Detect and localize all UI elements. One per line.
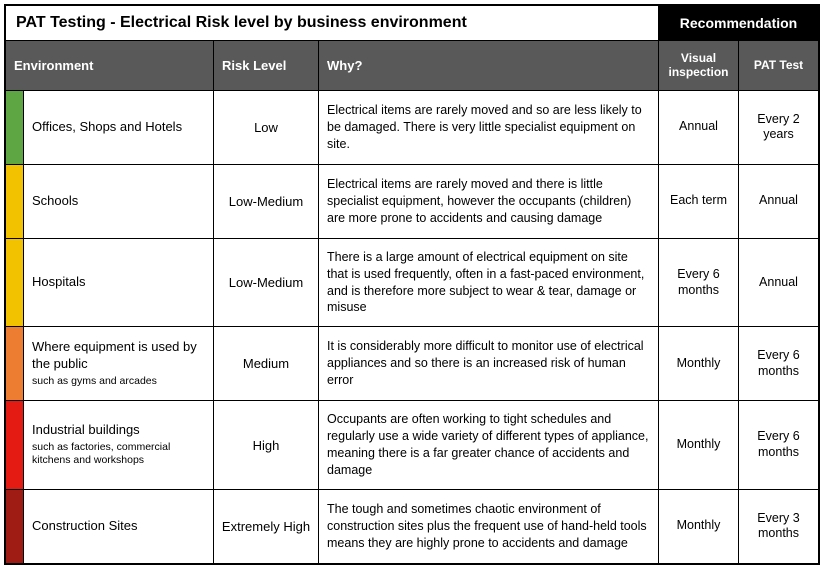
cell-why: There is a large amount of electrical eq… xyxy=(319,238,659,327)
cell-risk-level: Low-Medium xyxy=(214,164,319,238)
cell-visual-inspection: Each term xyxy=(659,164,739,238)
column-header-row: Environment Risk Level Why? Visual inspe… xyxy=(6,41,819,91)
cell-why: It is considerably more difficult to mon… xyxy=(319,327,659,401)
cell-pat-test: Annual xyxy=(739,164,819,238)
risk-color-strip xyxy=(6,238,24,327)
risk-color-strip xyxy=(6,164,24,238)
environment-label: Construction Sites xyxy=(32,518,138,533)
cell-pat-test: Every 3 months xyxy=(739,489,819,563)
cell-risk-level: Extremely High xyxy=(214,489,319,563)
cell-risk-level: Low-Medium xyxy=(214,238,319,327)
table-container: PAT Testing - Electrical Risk level by b… xyxy=(4,4,820,565)
col-pat-test: PAT Test xyxy=(739,41,819,91)
cell-environment: Industrial buildings such as factories, c… xyxy=(24,401,214,490)
cell-pat-test: Every 2 years xyxy=(739,90,819,164)
cell-why: Occupants are often working to tight sch… xyxy=(319,401,659,490)
col-environment: Environment xyxy=(6,41,214,91)
table-row: Where equipment is used by the public suc… xyxy=(6,327,819,401)
table-row: Industrial buildings such as factories, c… xyxy=(6,401,819,490)
col-risk-level: Risk Level xyxy=(214,41,319,91)
cell-visual-inspection: Monthly xyxy=(659,401,739,490)
cell-environment: Construction Sites xyxy=(24,489,214,563)
col-visual-inspection: Visual inspection xyxy=(659,41,739,91)
recommendation-header: Recommendation xyxy=(659,6,819,41)
environment-label: Offices, Shops and Hotels xyxy=(32,119,182,134)
title-row: PAT Testing - Electrical Risk level by b… xyxy=(6,6,819,41)
cell-risk-level: Medium xyxy=(214,327,319,401)
risk-color-strip xyxy=(6,489,24,563)
cell-why: Electrical items are rarely moved and so… xyxy=(319,90,659,164)
cell-why: Electrical items are rarely moved and th… xyxy=(319,164,659,238)
risk-color-strip xyxy=(6,327,24,401)
cell-risk-level: High xyxy=(214,401,319,490)
cell-visual-inspection: Annual xyxy=(659,90,739,164)
risk-table: PAT Testing - Electrical Risk level by b… xyxy=(5,5,819,564)
cell-environment: Offices, Shops and Hotels xyxy=(24,90,214,164)
risk-color-strip xyxy=(6,90,24,164)
cell-environment: Schools xyxy=(24,164,214,238)
risk-color-strip xyxy=(6,401,24,490)
cell-pat-test: Annual xyxy=(739,238,819,327)
environment-label: Schools xyxy=(32,193,78,208)
environment-sublabel: such as gyms and arcades xyxy=(32,375,205,389)
environment-label: Industrial buildings xyxy=(32,422,140,437)
cell-environment: Hospitals xyxy=(24,238,214,327)
page-title: PAT Testing - Electrical Risk level by b… xyxy=(6,6,659,41)
environment-sublabel: such as factories, commercial kitchens a… xyxy=(32,441,205,468)
cell-visual-inspection: Monthly xyxy=(659,489,739,563)
environment-label: Where equipment is used by the public xyxy=(32,339,197,371)
cell-environment: Where equipment is used by the public suc… xyxy=(24,327,214,401)
table-row: Hospitals Low-MediumThere is a large amou… xyxy=(6,238,819,327)
cell-pat-test: Every 6 months xyxy=(739,401,819,490)
cell-pat-test: Every 6 months xyxy=(739,327,819,401)
table-row: Schools Low-MediumElectrical items are ra… xyxy=(6,164,819,238)
table-row: Construction Sites Extremely HighThe toug… xyxy=(6,489,819,563)
table-row: Offices, Shops and Hotels LowElectrical i… xyxy=(6,90,819,164)
cell-why: The tough and sometimes chaotic environm… xyxy=(319,489,659,563)
cell-visual-inspection: Every 6 months xyxy=(659,238,739,327)
cell-risk-level: Low xyxy=(214,90,319,164)
col-why: Why? xyxy=(319,41,659,91)
cell-visual-inspection: Monthly xyxy=(659,327,739,401)
environment-label: Hospitals xyxy=(32,274,85,289)
